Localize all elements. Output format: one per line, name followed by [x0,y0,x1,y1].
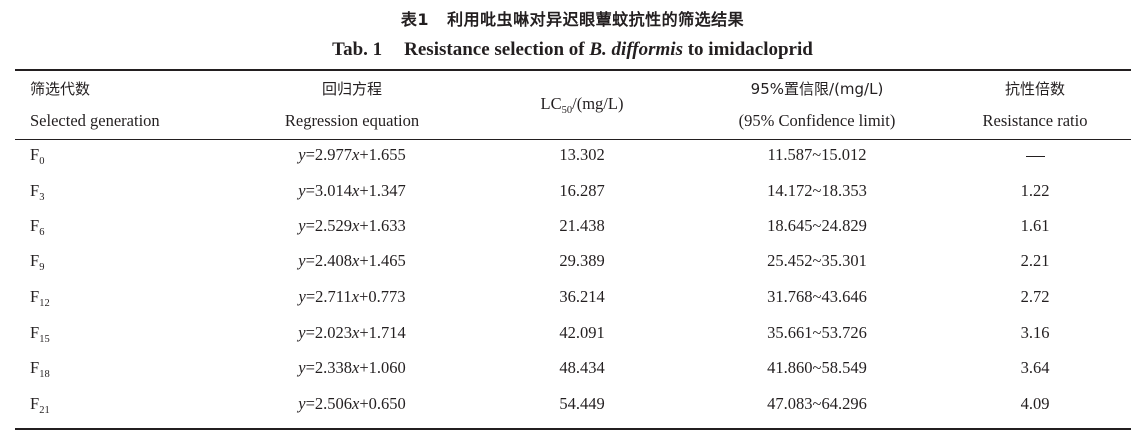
generation-number: 6 [39,227,45,238]
header-lc50: LC50/(mg/L) [482,94,682,116]
row-resistance-ratio: 3.64 [1020,358,1050,377]
row-confidence-limit: 47.083~64.296 [767,394,867,413]
table-header-rule [15,139,1131,140]
row-generation: F3 [30,181,45,203]
generation-letter: F [30,145,40,164]
row-generation: F9 [30,251,45,273]
generation-number: 21 [39,405,50,416]
equation-slope: 2.023 [314,323,352,342]
equation-slope: 2.506 [314,394,352,413]
header-generation-cn: 筛选代数 [30,80,91,98]
equation-slope: 3.014 [314,181,352,200]
row-confidence-limit: 18.645~24.829 [767,216,867,235]
row-generation: F6 [30,216,45,238]
row-resistance-ratio: 1.22 [1020,181,1050,200]
generation-number: 9 [39,262,45,273]
caption-en-species: B. difformis [589,39,683,60]
row-resistance-ratio: 2.21 [1020,251,1050,270]
row-resistance-ratio: 4.09 [1020,394,1050,413]
row-generation: F12 [30,287,50,309]
header-lc50-unit: /(mg/L) [572,94,624,113]
equation-intercept: +1.655 [359,145,406,164]
equation-slope: 2.338 [314,358,352,377]
generation-letter: F [30,181,40,200]
row-equation: y=2.977x+1.655 [298,145,406,164]
row-confidence-limit: 14.172~18.353 [767,181,867,200]
row-lc50: 54.449 [559,394,605,413]
generation-letter: F [30,251,40,270]
equation-intercept: +1.347 [359,181,406,200]
row-resistance-ratio: 2.72 [1020,287,1050,306]
equation-slope: 2.408 [314,251,352,270]
caption-en-title-pre: Resistance selection of [404,39,590,60]
row-resistance-ratio: 3.16 [1020,323,1050,342]
row-resistance-ratio [935,145,1135,165]
equation-slope: 2.529 [314,216,352,235]
caption-cn-title: 利用吡虫啉对异迟眼蕈蚊抗性的筛选结果 [447,10,745,29]
row-lc50: 48.434 [559,358,605,377]
equation-intercept: +1.714 [359,323,406,342]
header-ratio-cn: 抗性倍数 [1004,80,1065,98]
row-equation: y=2.711x+0.773 [298,287,406,306]
header-confidence-en: (95% Confidence limit) [738,111,896,130]
table-caption-cn: 表1 利用吡虫啉对异迟眼蕈蚊抗性的筛选结果 [0,6,1145,30]
header-ratio-en: Resistance ratio [982,111,1088,130]
row-confidence-limit: 31.768~43.646 [767,287,867,306]
row-generation: F0 [30,145,45,167]
row-equation: y=2.529x+1.633 [298,216,406,235]
row-generation: F18 [30,358,50,380]
row-equation: y=2.408x+1.465 [298,251,406,270]
table-caption-en: Tab. 1 Resistance selection of B. difform… [0,39,1145,61]
row-equation: y=2.023x+1.714 [298,323,406,342]
row-confidence-limit: 35.661~53.726 [767,323,867,342]
generation-letter: F [30,358,40,377]
row-generation: F15 [30,323,50,345]
row-lc50: 21.438 [559,216,605,235]
table-top-rule [15,69,1131,71]
row-confidence-limit: 11.587~15.012 [767,145,867,164]
header-generation-en: Selected generation [30,111,160,130]
header-equation-en: Regression equation [284,111,420,130]
caption-cn-prefix: 表1 [400,10,429,29]
header-confidence-cn: 95%置信限/(mg/L) [750,80,884,98]
equation-intercept: +1.465 [359,251,406,270]
equation-slope: 2.977 [314,145,352,164]
equation-intercept: +0.773 [359,287,406,306]
equation-intercept: +1.060 [359,358,406,377]
generation-number: 18 [39,369,50,380]
header-lc50-main: LC [540,94,562,113]
generation-number: 3 [39,192,45,203]
row-generation: F21 [30,394,50,416]
row-lc50: 42.091 [559,323,605,342]
row-confidence-limit: 25.452~35.301 [767,251,867,270]
row-equation: y=2.338x+1.060 [298,358,406,377]
header-equation-cn: 回归方程 [321,80,382,98]
generation-number: 0 [39,156,45,167]
row-equation: y=2.506x+0.650 [298,394,406,413]
generation-number: 12 [39,298,50,309]
row-equation: y=3.014x+1.347 [298,181,406,200]
row-lc50: 16.287 [559,181,605,200]
not-applicable-dash [1025,155,1045,157]
generation-letter: F [30,394,40,413]
generation-letter: F [30,287,40,306]
generation-letter: F [30,216,40,235]
row-confidence-limit: 41.860~58.549 [767,358,867,377]
generation-number: 15 [39,334,50,345]
row-lc50: 13.302 [559,145,605,164]
caption-en-prefix: Tab. 1 [332,39,383,60]
row-resistance-ratio: 1.61 [1020,216,1050,235]
equation-intercept: +0.650 [359,394,406,413]
header-lc50-sub: 50 [561,105,573,116]
row-lc50: 29.389 [559,251,605,270]
equation-intercept: +1.633 [359,216,406,235]
caption-en-title-post: to imidacloprid [682,39,813,60]
row-lc50: 36.214 [559,287,605,306]
equation-slope: 2.711 [315,287,352,306]
table-bottom-rule [15,428,1131,430]
generation-letter: F [30,323,40,342]
